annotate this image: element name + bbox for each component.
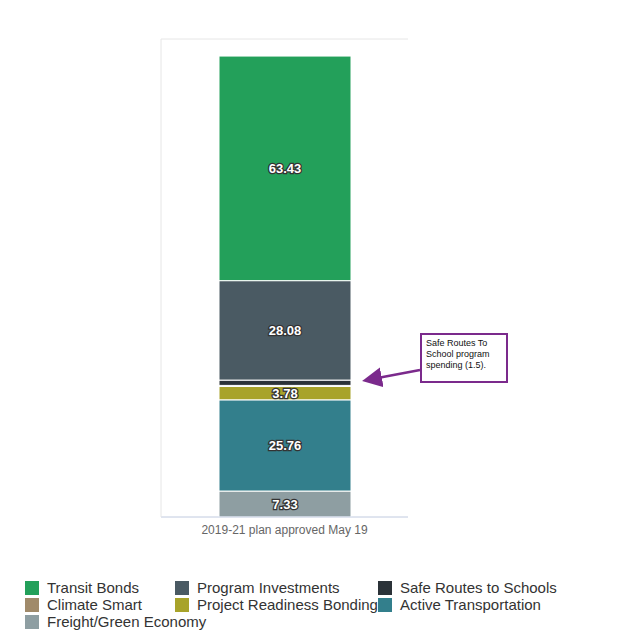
html-text:Safe Routes To School program: Safe Routes To School program spending (… (426, 338, 490, 370)
html-text:Transit Bonds: Transit Bonds (47, 579, 139, 596)
svg-text:3.78: 3.78 (272, 386, 297, 401)
svg-text:25.76: 25.76 (269, 438, 302, 453)
svg-text:7.33: 7.33 (272, 497, 297, 512)
svg-text:63.43: 63.43 (269, 161, 302, 176)
html-text:Safe Routes to Schools: Safe Routes to Schools (400, 579, 557, 596)
html-text:Climate Smart: Climate Smart (47, 596, 142, 613)
html-text:Project Readiness Bonding: Project Readiness Bonding (197, 596, 378, 613)
html-text:Freight/Green Economy: Freight/Green Economy (47, 613, 207, 630)
html-text:Program Investments: Program Investments (197, 579, 340, 596)
html-text:Active Transportation: Active Transportation (400, 596, 541, 613)
svg-text:2019-21 plan approved May 19: 2019-21 plan approved May 19 (201, 523, 367, 537)
svg-text:28.08: 28.08 (269, 323, 302, 338)
